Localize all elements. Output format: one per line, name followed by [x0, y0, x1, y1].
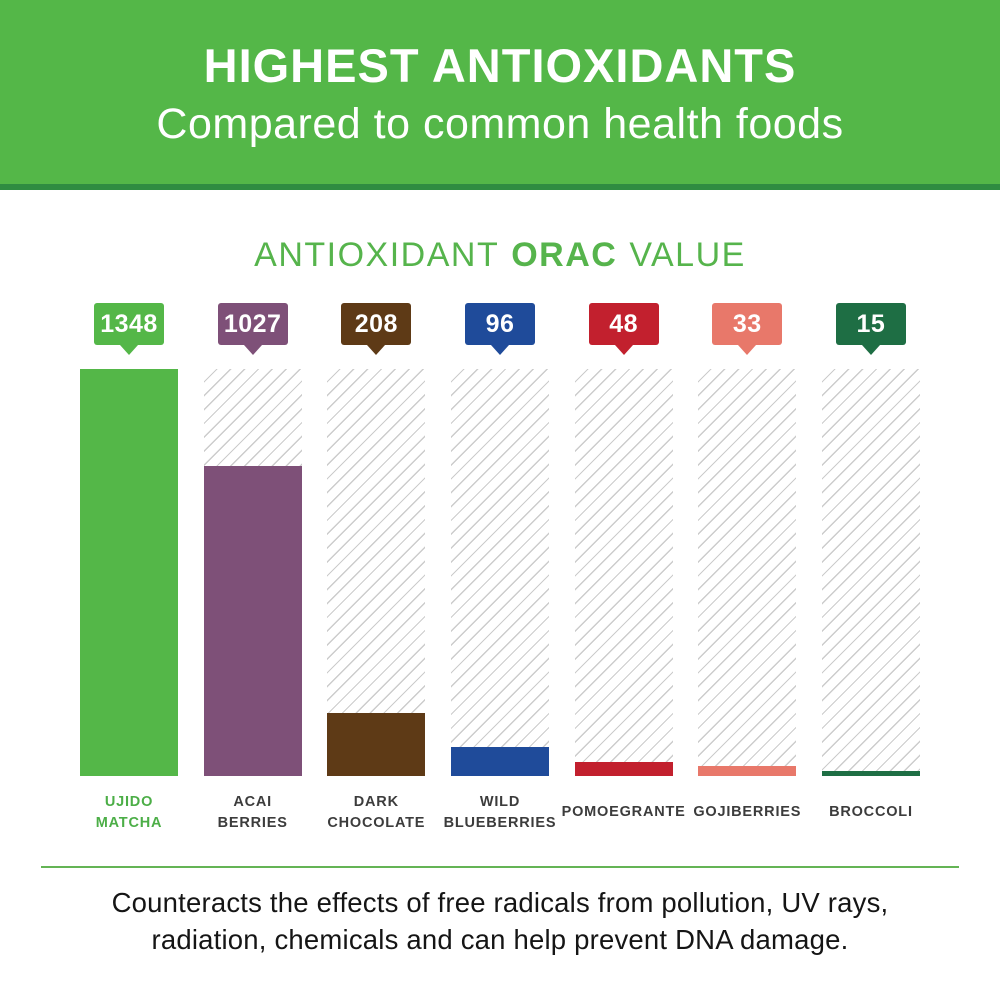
bar-label-wild-blueberries: WILD BLUEBERRIES: [434, 790, 566, 836]
value-tag-dark-chocolate: 208: [341, 303, 412, 345]
value-tag-wild-blueberries: 96: [464, 303, 535, 345]
bar-track-ujido-matcha: [80, 369, 178, 776]
bar-label-pomoegrante: POMOEGRANTE: [558, 790, 690, 836]
bar-label-pomoegrante-line-1: POMOEGRANTE: [561, 804, 686, 821]
bar-track-dark-chocolate: [327, 369, 426, 776]
value-tag-pomoegrante: 48: [588, 303, 659, 345]
bar-label-broccoli: BROCCOLI: [805, 790, 937, 836]
bar-label-dark-chocolate-line-2: CHOCOLATE: [327, 815, 426, 831]
bar-dark-chocolate: [327, 713, 426, 776]
bar-broccoli: [821, 771, 920, 776]
value-tag-gojiberries: 33: [712, 303, 783, 345]
chart-title-part-2: ORAC: [511, 236, 618, 274]
chart-column-wild-blueberries: 96 WILD BLUEBERRIES: [444, 303, 556, 836]
chart-title: ANTIOXIDANT ORAC VALUE: [0, 236, 1000, 275]
bar-acai-berries: [203, 465, 302, 776]
bar-label-broccoli-line-1: BROCCOLI: [829, 804, 913, 821]
bar-label-dark-chocolate-line-1: DARK: [353, 793, 399, 810]
bar-label-ujido-matcha-line-2: MATCHA: [95, 815, 163, 831]
value-tag-pointer-broccoli: [861, 345, 880, 355]
value-tag-ujido-matcha: 1348: [94, 303, 164, 345]
bar-gojiberries: [698, 766, 797, 776]
bar-track-pomoegrante: [574, 369, 673, 776]
footer-divider: [41, 866, 959, 868]
bar-track-acai-berries: [203, 369, 302, 776]
bar-label-gojiberries: GOJIBERRIES: [681, 790, 813, 836]
bar-track-gojiberries: [698, 369, 797, 776]
bar-pomoegrante: [574, 761, 673, 776]
chart-column-pomoegrante: 48 POMOEGRANTE: [562, 303, 685, 836]
bar-label-wild-blueberries-line-1: WILD: [479, 793, 521, 810]
bar-label-ujido-matcha-line-1: UJIDO: [104, 793, 154, 810]
page-subtitle: Compared to common health foods: [156, 100, 844, 149]
bar-label-acai-berries-line-2: BERRIES: [217, 815, 288, 831]
bar-label-wild-blueberries-line-2: BLUEBERRIES: [443, 815, 557, 831]
chart-column-ujido-matcha: 1348 UJIDO MATCHA: [80, 303, 178, 836]
footer-caption-line-2: radiation, chemicals and can help preven…: [151, 924, 849, 956]
bar-label-acai-berries-line-1: ACAI: [233, 793, 272, 810]
value-tag-broccoli: 15: [835, 303, 906, 345]
chart-columns: 1348 UJIDO MATCHA 1027 ACAI BERRIES 208 DARK CHO…: [80, 303, 920, 836]
chart-column-dark-chocolate: 208 DARK CHOCOLATE: [327, 303, 426, 836]
bar-label-gojiberries-line-1: GOJIBERRIES: [693, 804, 802, 821]
bar-track-wild-blueberries: [450, 369, 549, 776]
value-tag-acai-berries: 1027: [217, 303, 288, 345]
bar-label-acai-berries: ACAI BERRIES: [187, 790, 319, 836]
bar-label-dark-chocolate: DARK CHOCOLATE: [310, 790, 442, 836]
bar-label-ujido-matcha: UJIDO MATCHA: [63, 790, 195, 836]
bar-track-broccoli: [821, 369, 920, 776]
value-tag-pointer-dark-chocolate: [367, 345, 386, 355]
footer-caption-line-1: Counteracts the effects of free radicals…: [111, 887, 889, 918]
chart-column-gojiberries: 33 GOJIBERRIES: [693, 303, 800, 836]
value-tag-pointer-ujido-matcha: [120, 345, 138, 355]
chart-column-broccoli: 15 BROCCOLI: [821, 303, 920, 836]
bar-ujido-matcha: [80, 369, 178, 776]
footer-caption: Counteracts the effects of free radicals…: [0, 884, 1000, 958]
value-tag-pointer-pomoegrante: [614, 345, 633, 355]
bar-wild-blueberries: [450, 747, 549, 776]
chart-title-part-3: VALUE: [629, 236, 746, 274]
page-title: HIGHEST ANTIOXIDANTS: [203, 38, 797, 92]
header-banner: HIGHEST ANTIOXIDANTS Compared to common …: [0, 0, 1000, 190]
value-tag-pointer-wild-blueberries: [490, 345, 509, 355]
chart-title-part-1: ANTIOXIDANT: [254, 236, 500, 274]
value-tag-pointer-gojiberries: [738, 345, 757, 355]
value-tag-pointer-acai-berries: [243, 345, 262, 355]
chart-column-acai-berries: 1027 ACAI BERRIES: [203, 303, 302, 836]
